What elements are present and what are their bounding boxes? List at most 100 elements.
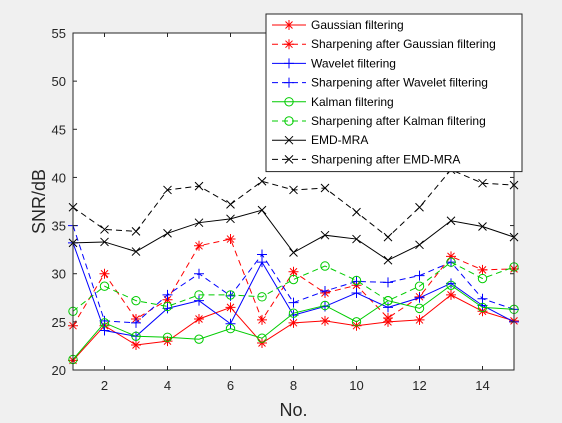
x-axis-label: No.	[279, 400, 307, 420]
legend-label: Wavelet filtering	[311, 56, 396, 70]
data-point	[163, 228, 172, 238]
y-tick-label: 50	[52, 74, 66, 89]
data-point	[257, 205, 267, 215]
data-point	[477, 264, 488, 275]
y-tick-label: 55	[52, 26, 66, 41]
data-point	[288, 310, 299, 321]
data-point	[352, 207, 361, 217]
legend-item: Sharpening after Kalman filtering	[272, 114, 486, 128]
data-point	[257, 292, 267, 302]
data-point	[257, 176, 267, 186]
data-point	[99, 318, 110, 328]
data-point	[288, 266, 299, 277]
legend-item: Kalman filtering	[272, 95, 394, 109]
x-tick-label: 2	[101, 378, 108, 393]
data-point	[194, 290, 204, 300]
x-tick-label: 10	[349, 378, 363, 393]
data-point	[477, 273, 488, 284]
data-point	[194, 313, 204, 324]
legend-box	[265, 13, 523, 173]
data-point	[225, 318, 236, 329]
data-point	[446, 251, 456, 262]
x-tick-label: 4	[164, 378, 171, 393]
series-line	[72, 261, 515, 312]
x-tick-label: 14	[475, 378, 489, 393]
y-tick-label: 20	[52, 363, 66, 378]
data-point	[162, 301, 173, 312]
data-point	[226, 200, 235, 209]
data-point	[320, 261, 330, 271]
data-point	[131, 317, 141, 328]
data-point	[162, 332, 173, 342]
data-point	[351, 287, 362, 298]
legend-marker	[284, 39, 294, 50]
data-point	[288, 317, 299, 328]
data-point	[257, 314, 267, 325]
data-point	[446, 216, 456, 226]
data-point	[320, 315, 330, 326]
data-point	[257, 249, 267, 260]
data-point	[131, 226, 141, 236]
legend-marker	[284, 77, 294, 88]
y-tick-label: 25	[52, 315, 66, 330]
data-point	[99, 268, 110, 279]
data-point	[414, 281, 425, 291]
series-line	[72, 284, 515, 360]
data-point	[194, 268, 204, 279]
data-point	[352, 234, 361, 244]
y-tick-label: 35	[52, 219, 66, 234]
legend-marker	[284, 116, 294, 126]
series-layer	[68, 165, 519, 366]
data-point	[131, 331, 141, 341]
data-point	[414, 303, 425, 314]
data-point	[289, 248, 298, 257]
data-point	[383, 295, 393, 306]
data-point	[383, 302, 393, 313]
legend-label: Sharpening after Kalman filtering	[311, 114, 486, 128]
legend-marker	[284, 20, 294, 30]
legend: Gaussian filtering Sharpening after Gauss…	[265, 13, 523, 173]
data-point	[100, 225, 109, 234]
legend-marker	[284, 58, 294, 69]
legend-label: Sharpening after Wavelet filtering	[311, 76, 488, 90]
data-point	[478, 178, 487, 188]
data-point	[99, 315, 110, 326]
data-point	[194, 218, 204, 228]
data-point	[225, 290, 236, 300]
data-point	[131, 247, 141, 256]
legend-label: Kalman filtering	[311, 95, 394, 109]
data-point	[383, 232, 393, 242]
data-point	[225, 302, 236, 313]
x-tick-label: 6	[227, 378, 234, 393]
series-7	[68, 205, 519, 265]
data-point	[257, 338, 267, 349]
legend-item: EMD-MRA	[272, 133, 368, 147]
data-point	[288, 297, 299, 308]
data-point	[257, 333, 267, 343]
data-point	[194, 295, 204, 306]
y-tick-label: 30	[52, 267, 66, 282]
series-6	[68, 257, 519, 316]
data-point	[415, 240, 424, 250]
data-point	[131, 339, 141, 350]
legend-item: Gaussian filtering	[272, 18, 404, 32]
data-point	[100, 237, 109, 247]
legend-item: Wavelet filtering	[272, 56, 396, 70]
legend-item: Sharpening after EMD-MRA	[272, 152, 460, 166]
data-point	[288, 308, 299, 318]
data-point	[414, 292, 425, 303]
data-point	[414, 314, 425, 325]
data-point	[194, 334, 204, 344]
data-point	[226, 214, 235, 224]
data-point	[225, 323, 236, 334]
data-point	[414, 270, 425, 281]
data-point	[99, 281, 110, 291]
data-point	[320, 183, 330, 193]
data-point	[162, 289, 173, 300]
data-point	[225, 234, 236, 245]
legend-item: Sharpening after Gaussian filtering	[272, 37, 496, 51]
x-tick-label: 12	[412, 378, 426, 393]
data-point	[320, 286, 330, 297]
legend-marker	[284, 135, 294, 145]
